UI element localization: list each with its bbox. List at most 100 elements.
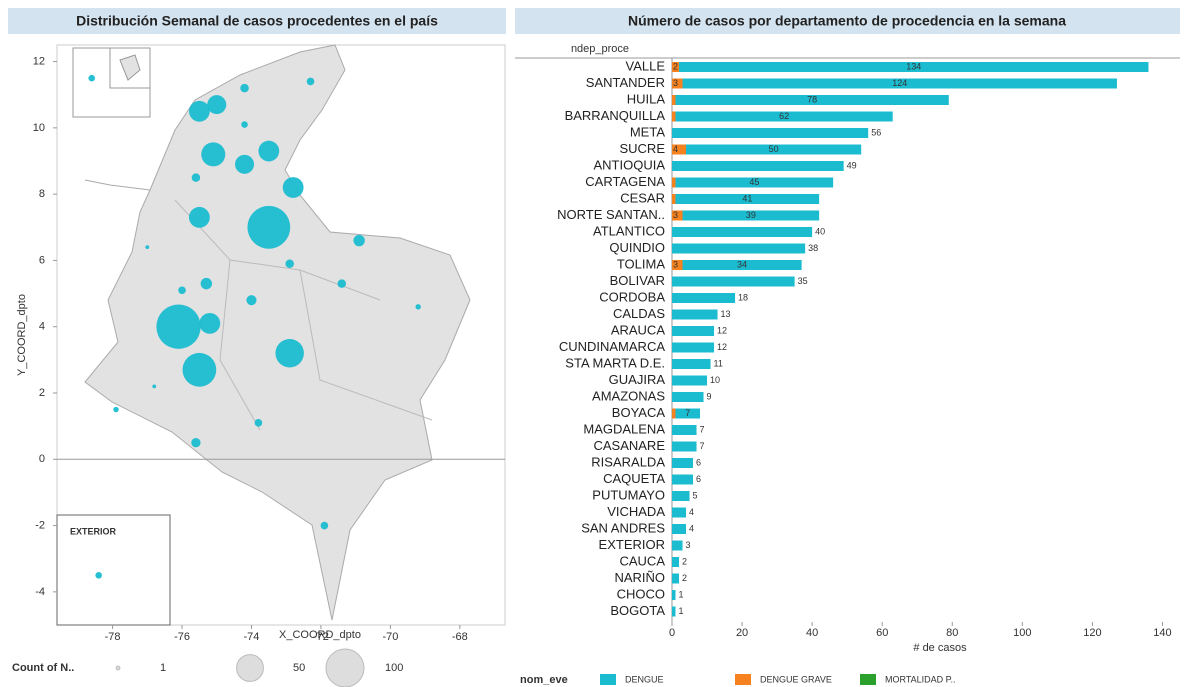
category-label: CAQUETA: [603, 471, 665, 486]
data-label: 3: [673, 78, 678, 88]
bar-title: Número de casos por departamento de proc…: [628, 13, 1066, 29]
bubble: [191, 173, 201, 182]
data-label: 18: [738, 292, 748, 302]
bubble: [254, 419, 263, 427]
category-label: CUNDINAMARCA: [559, 339, 666, 354]
data-label: 9: [707, 391, 712, 401]
data-label: 3: [686, 540, 691, 550]
data-label: 2: [682, 573, 687, 583]
data-label: 3: [673, 210, 678, 220]
data-label: 39: [746, 210, 756, 220]
map-title: Distribución Semanal de casos procedente…: [76, 13, 438, 29]
data-label: 1: [679, 589, 684, 599]
bar-segment: [672, 243, 806, 254]
bubble: [113, 406, 119, 413]
country-outline: [84, 44, 471, 621]
x-axis-label: # de casos: [913, 642, 967, 654]
y-tick-label: 12: [33, 55, 45, 67]
legend-swatch: [600, 674, 616, 685]
bar-segment: [672, 425, 697, 435]
category-label: PUTUMAYO: [592, 487, 665, 502]
bar-segment: [672, 392, 704, 402]
bar-segment: [675, 408, 701, 419]
data-label: 124: [892, 78, 907, 88]
x-tick-label: 140: [1153, 627, 1171, 639]
category-label: CESAR: [620, 190, 665, 205]
bubble: [306, 77, 315, 86]
legend-title: nom_eve: [520, 674, 568, 686]
y-tick-label: 8: [39, 188, 45, 200]
bar-segment: [672, 458, 694, 468]
bubble: [191, 438, 201, 448]
x-tick-label: -74: [244, 631, 260, 643]
size-legend-label: 50: [293, 662, 305, 674]
bar-segment: [672, 260, 683, 270]
category-label: ARAUCA: [611, 322, 666, 337]
data-label: 35: [798, 276, 808, 286]
bar-segment: [672, 276, 795, 287]
category-label: CORDOBA: [599, 289, 665, 304]
bar-segment: [672, 507, 687, 518]
bar-segment: [672, 590, 676, 600]
category-label: CASANARE: [593, 438, 665, 453]
bubble: [95, 571, 102, 579]
x-tick-label: -72: [313, 631, 329, 643]
x-tick-label: 60: [876, 627, 888, 639]
legend-label: DENGUE GRAVE: [760, 674, 832, 684]
data-label: 4: [689, 507, 694, 517]
category-label: VICHADA: [607, 504, 665, 519]
island: [119, 54, 141, 81]
bar-segment: [675, 95, 949, 105]
bar-segment: [675, 111, 893, 122]
bar-segment: [672, 342, 715, 353]
bar-segment: [672, 78, 683, 89]
category-label: SAN ANDRES: [581, 520, 665, 535]
category-label: BOYACA: [612, 405, 666, 420]
data-label: 78: [807, 94, 817, 104]
bar-segment: [672, 95, 676, 105]
x-tick-label: 100: [1013, 627, 1031, 639]
bar-segment: [682, 210, 820, 221]
x-tick-label: 80: [946, 627, 958, 639]
data-label: 7: [685, 408, 690, 418]
bubble: [320, 521, 329, 530]
bar-segment: [686, 144, 862, 155]
category-label: CHOCO: [617, 586, 665, 601]
size-legend-label: 100: [385, 662, 403, 674]
data-label: 5: [693, 490, 698, 500]
bubble: [275, 339, 304, 368]
category-label: ANTIOQUIA: [593, 157, 665, 172]
bubble: [207, 95, 227, 115]
data-label: 4: [673, 144, 678, 154]
bar-segment: [672, 62, 680, 72]
data-label: 2: [682, 556, 687, 566]
category-label: GUAJIRA: [609, 372, 666, 387]
border: [84, 179, 151, 191]
bar-segment: [672, 177, 676, 188]
category-label: RISARALDA: [591, 454, 665, 469]
bar-segment: [672, 293, 736, 303]
category-label: SANTANDER: [586, 75, 665, 90]
category-label: VALLE: [625, 58, 665, 73]
data-label: 41: [742, 193, 752, 203]
bubble: [285, 259, 294, 268]
data-label: 56: [871, 127, 881, 137]
data-label: 38: [808, 243, 818, 253]
bar-segment: [672, 524, 687, 534]
legend-label: MORTALIDAD P..: [885, 674, 956, 684]
title-strip: [515, 8, 1180, 34]
data-label: 134: [906, 61, 921, 71]
x-tick-label: -68: [452, 631, 468, 643]
bar-segment: [672, 441, 697, 452]
data-label: 12: [717, 342, 727, 352]
y-tick-label: 0: [39, 453, 45, 465]
bubble: [88, 74, 96, 82]
legend-swatch: [735, 674, 751, 685]
data-label: 13: [721, 309, 731, 319]
category-label: QUINDIO: [609, 240, 665, 255]
bar-segment: [672, 491, 690, 501]
legend-label: DENGUE: [625, 674, 664, 684]
x-tick-label: 20: [736, 627, 748, 639]
bar-segment: [672, 359, 711, 369]
